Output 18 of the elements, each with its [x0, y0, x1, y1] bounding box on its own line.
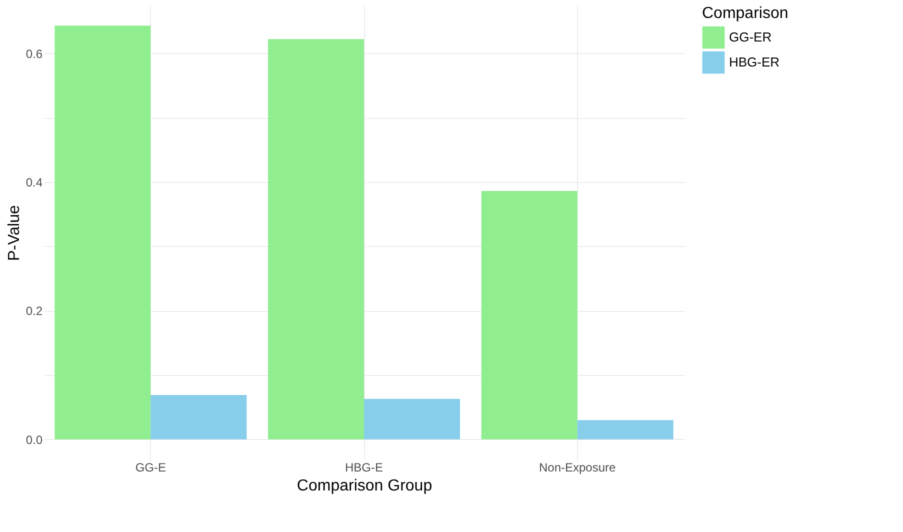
bar: [268, 39, 364, 440]
bar: [54, 26, 151, 440]
x-tick-label: Non-Exposure: [538, 460, 616, 474]
bar: [364, 398, 460, 440]
bar: [481, 190, 578, 440]
x-axis-title: Comparison Group: [296, 478, 432, 494]
legend-title: Comparison: [702, 5, 788, 22]
y-tick-label: 0.6: [26, 46, 43, 61]
y-axis-title: P-Value: [6, 205, 23, 261]
bar: [150, 395, 247, 440]
x-tick-label: GG-E: [135, 460, 166, 474]
bar: [577, 420, 674, 440]
y-tick-label: 0.0: [26, 432, 43, 447]
legend-label: HBG-ER: [729, 54, 780, 70]
y-tick-label: 0.2: [26, 304, 43, 318]
x-tick-label: HBG-E: [344, 460, 384, 474]
legend-label: GG-ER: [729, 30, 772, 44]
y-tick-label: 0.4: [26, 175, 43, 190]
